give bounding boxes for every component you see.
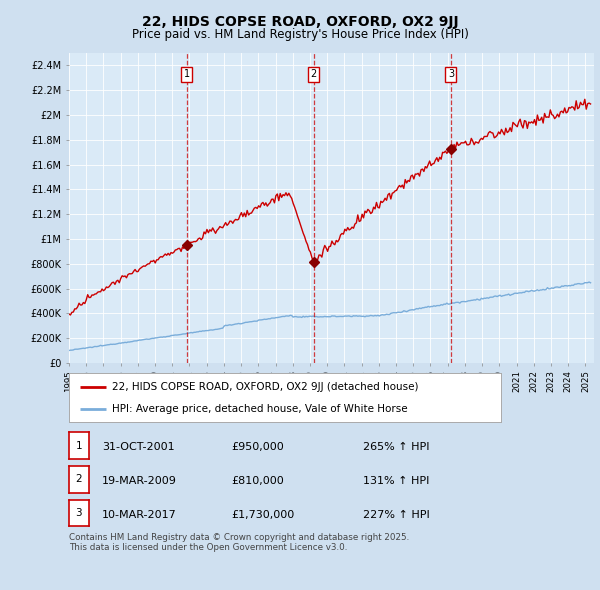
Text: Price paid vs. HM Land Registry's House Price Index (HPI): Price paid vs. HM Land Registry's House …	[131, 28, 469, 41]
Text: Contains HM Land Registry data © Crown copyright and database right 2025.
This d: Contains HM Land Registry data © Crown c…	[69, 533, 409, 552]
Text: 19-MAR-2009: 19-MAR-2009	[102, 476, 177, 486]
Text: 22, HIDS COPSE ROAD, OXFORD, OX2 9JJ (detached house): 22, HIDS COPSE ROAD, OXFORD, OX2 9JJ (de…	[112, 382, 419, 392]
Text: £810,000: £810,000	[231, 476, 284, 486]
Text: 131% ↑ HPI: 131% ↑ HPI	[363, 476, 430, 486]
Text: £1,730,000: £1,730,000	[231, 510, 294, 520]
Text: 3: 3	[76, 508, 82, 518]
Text: 31-OCT-2001: 31-OCT-2001	[102, 442, 175, 453]
Text: 2: 2	[76, 474, 82, 484]
Text: 1: 1	[184, 69, 190, 79]
Text: HPI: Average price, detached house, Vale of White Horse: HPI: Average price, detached house, Vale…	[112, 404, 408, 414]
Text: 227% ↑ HPI: 227% ↑ HPI	[363, 510, 430, 520]
Text: £950,000: £950,000	[231, 442, 284, 453]
Text: 1: 1	[76, 441, 82, 451]
Text: 22, HIDS COPSE ROAD, OXFORD, OX2 9JJ: 22, HIDS COPSE ROAD, OXFORD, OX2 9JJ	[142, 15, 458, 29]
Text: 265% ↑ HPI: 265% ↑ HPI	[363, 442, 430, 453]
Text: 10-MAR-2017: 10-MAR-2017	[102, 510, 177, 520]
Text: 3: 3	[448, 69, 454, 79]
Text: 2: 2	[310, 69, 317, 79]
